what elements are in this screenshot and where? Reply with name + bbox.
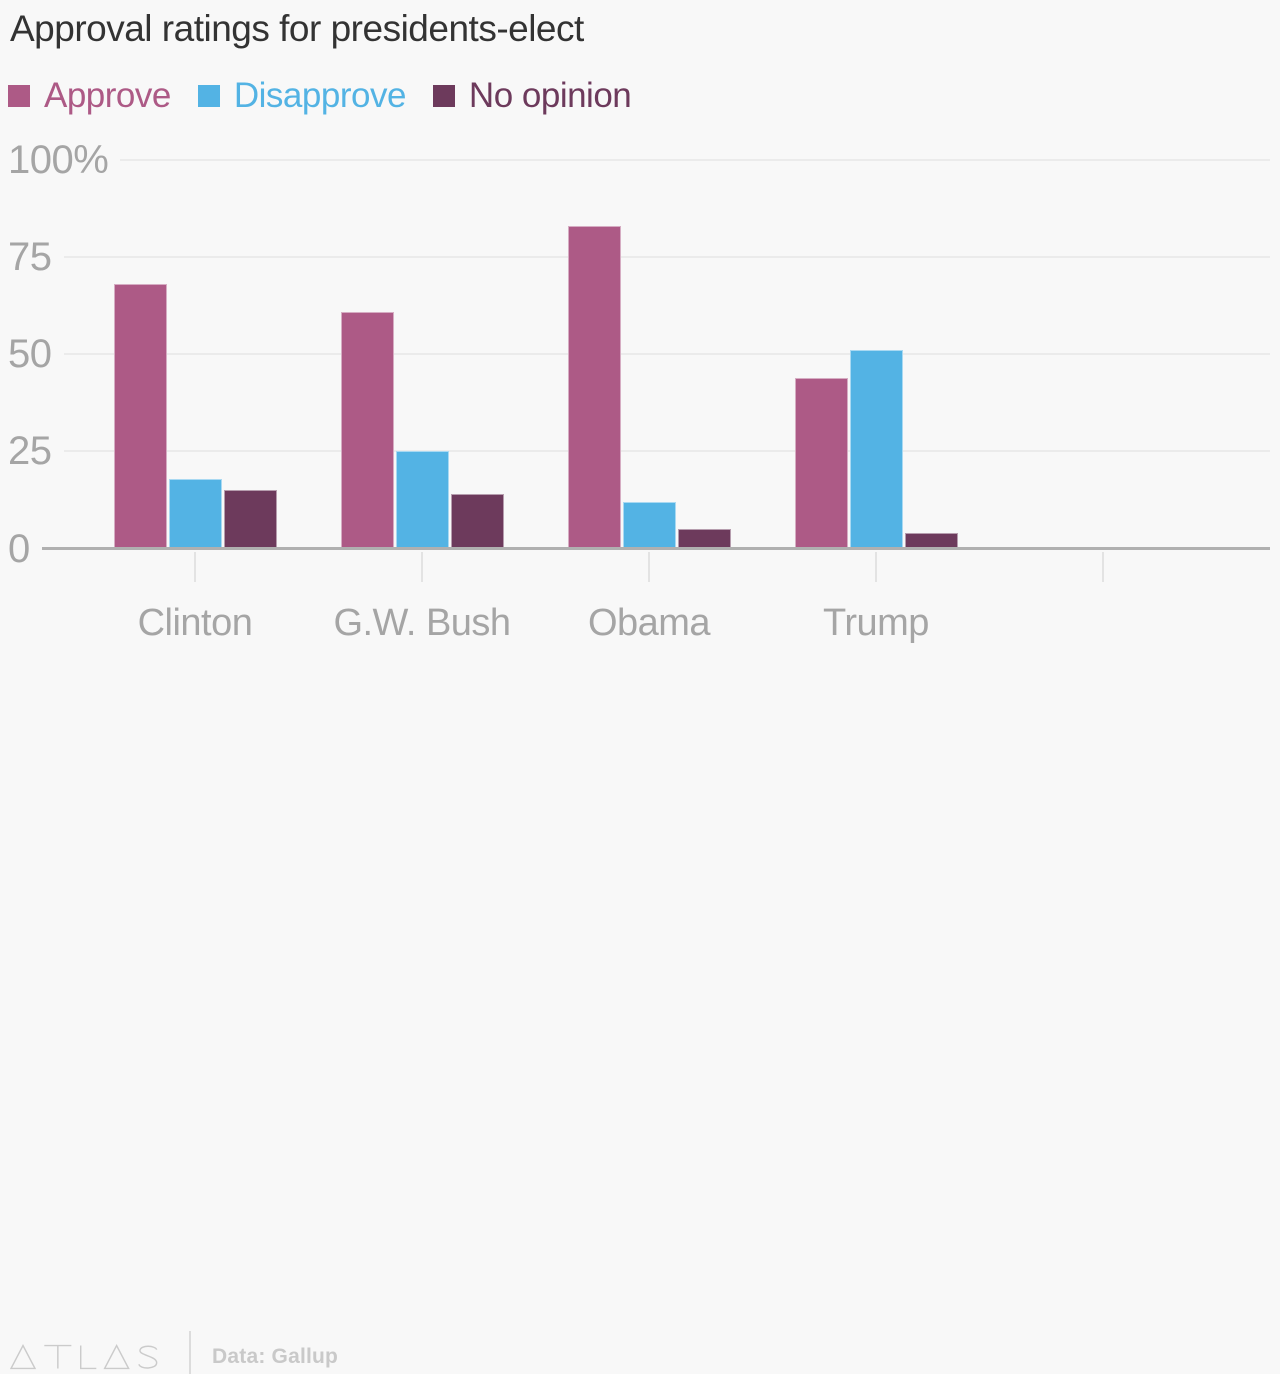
y-axis-label-50: 50 [8, 332, 52, 377]
y-axis-label-100: 100% [8, 138, 109, 182]
logo-letter-a1 [10, 1344, 37, 1370]
legend-swatch-disapprove [197, 85, 220, 107]
x-axis-tick-4 [875, 552, 877, 582]
bar-approve-g-w-bush [340, 311, 394, 549]
bar-approve-clinton [113, 284, 167, 549]
gridline-75 [64, 256, 1270, 259]
footer-divider [189, 1331, 191, 1374]
logo-letter-a2 [103, 1344, 130, 1370]
bar-approve-obama [567, 226, 621, 549]
bar-disapprove-obama [622, 501, 676, 549]
x-axis-label-trump: Trump [823, 602, 929, 644]
footer: Data: Gallup [0, 660, 1280, 1374]
legend-label-disapprove: Disapprove [233, 76, 407, 115]
x-axis-tick-3 [648, 552, 650, 582]
y-axis-label-75: 75 [8, 235, 52, 280]
legend-label-no-opinion: No opinion [468, 76, 632, 115]
x-axis-tick-5 [1102, 552, 1104, 582]
legend-label-approve: Approve [44, 76, 171, 115]
bar-no-opinion-clinton [223, 490, 277, 549]
bar-no-opinion-g-w-bush [450, 494, 504, 549]
x-axis-tick-1 [194, 552, 196, 582]
y-axis-label-25: 25 [8, 429, 52, 474]
legend-item-approve: Approve [8, 76, 171, 116]
data-source-label: Data: Gallup [212, 1345, 339, 1368]
x-axis-line [42, 547, 1270, 550]
bar-disapprove-g-w-bush [395, 451, 449, 549]
gridline-50 [64, 353, 1270, 356]
bar-disapprove-clinton [168, 478, 222, 549]
x-axis-label-g-w-bush: G.W. Bush [333, 602, 511, 644]
logo-letter-t [44, 1344, 72, 1369]
logo-letter-l [79, 1345, 97, 1370]
bar-disapprove-trump [849, 350, 903, 549]
logo-letter-s [138, 1345, 158, 1369]
bar-no-opinion-obama [677, 529, 731, 549]
y-axis-label-0: 0 [8, 526, 30, 571]
legend: Approve Disapprove No opinion [8, 76, 632, 116]
atlas-logo [10, 1344, 158, 1370]
legend-swatch-approve [8, 85, 30, 107]
gridline-25 [64, 450, 1270, 453]
x-axis-label-clinton: Clinton [137, 602, 253, 644]
bar-approve-trump [794, 377, 848, 549]
chart-title: Approval ratings for presidents-elect [10, 8, 584, 49]
legend-swatch-no-opinion [432, 85, 455, 107]
legend-item-no-opinion: No opinion [432, 76, 632, 116]
legend-item-disapprove: Disapprove [197, 76, 407, 116]
x-axis-tick-2 [421, 552, 423, 582]
gridline-100 [120, 159, 1270, 161]
x-axis-label-obama: Obama [587, 602, 711, 644]
plot-area: 100% 75 50 25 0 Clinton G.W. Bush Obama Trump [0, 0, 1280, 660]
